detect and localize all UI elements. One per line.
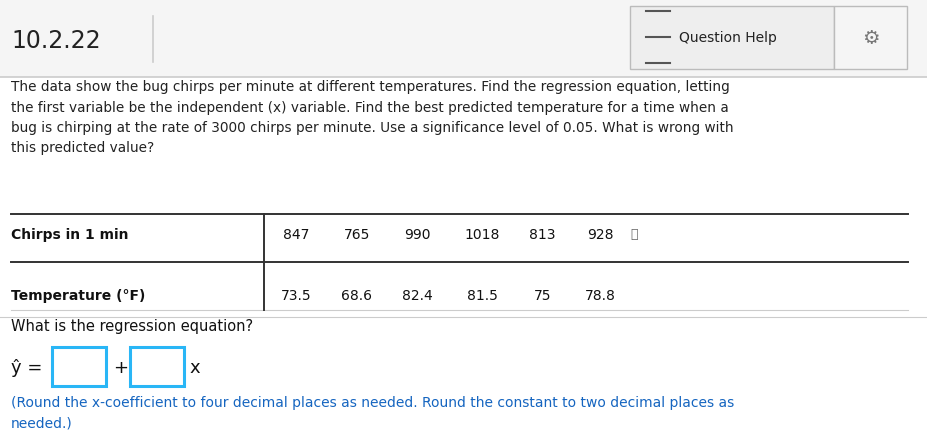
FancyBboxPatch shape (630, 7, 834, 69)
Text: Question Help: Question Help (679, 31, 778, 45)
Text: Temperature (°F): Temperature (°F) (11, 288, 146, 302)
Text: 990: 990 (404, 227, 430, 241)
Text: ⧉: ⧉ (630, 228, 638, 241)
Text: ⚙: ⚙ (862, 29, 879, 47)
Text: 1018: 1018 (464, 227, 500, 241)
Text: 73.5: 73.5 (281, 288, 312, 302)
Text: 78.8: 78.8 (585, 288, 616, 302)
Text: 765: 765 (344, 227, 370, 241)
Text: x: x (189, 358, 199, 376)
FancyBboxPatch shape (52, 347, 106, 386)
FancyBboxPatch shape (0, 0, 927, 78)
Text: The data show the bug chirps per minute at different temperatures. Find the regr: The data show the bug chirps per minute … (11, 80, 734, 154)
FancyBboxPatch shape (834, 7, 907, 69)
Text: ŷ =: ŷ = (11, 358, 48, 376)
Text: +: + (113, 358, 128, 376)
FancyBboxPatch shape (130, 347, 184, 386)
Text: 82.4: 82.4 (401, 288, 433, 302)
Text: 928: 928 (588, 227, 614, 241)
Text: 813: 813 (529, 227, 555, 241)
Text: Chirps in 1 min: Chirps in 1 min (11, 227, 129, 241)
Text: (Round the x-coefficient to four decimal places as needed. Round the constant to: (Round the x-coefficient to four decimal… (11, 395, 734, 430)
Text: 68.6: 68.6 (341, 288, 373, 302)
Text: 81.5: 81.5 (466, 288, 498, 302)
Text: What is the regression equation?: What is the regression equation? (11, 318, 253, 333)
Text: 75: 75 (534, 288, 551, 302)
Text: 10.2.22: 10.2.22 (11, 29, 101, 53)
Text: 847: 847 (284, 227, 310, 241)
